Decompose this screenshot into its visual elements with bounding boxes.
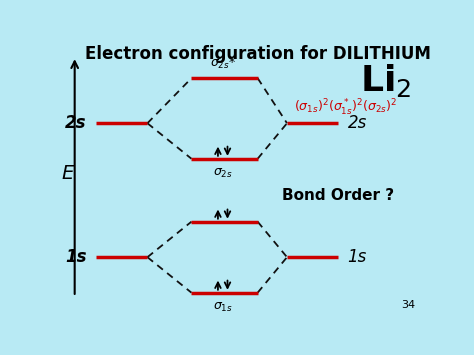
Text: $(\sigma_{1s})^2(\sigma_{1s}^*)^2(\sigma_{2s})^2$: $(\sigma_{1s})^2(\sigma_{1s}^*)^2(\sigma… bbox=[294, 98, 398, 118]
Text: 2s: 2s bbox=[65, 114, 87, 132]
Text: $\sigma_{2s}$*: $\sigma_{2s}$* bbox=[210, 56, 236, 71]
Text: $\sigma_{1s}$: $\sigma_{1s}$ bbox=[213, 301, 233, 314]
Text: $E$: $E$ bbox=[61, 164, 75, 183]
Text: $\sigma_{2s}$: $\sigma_{2s}$ bbox=[213, 167, 233, 180]
Text: Li$_2$: Li$_2$ bbox=[360, 62, 412, 99]
Text: 1s: 1s bbox=[65, 248, 87, 266]
Text: 1s: 1s bbox=[347, 248, 367, 266]
Text: Electron configuration for DILITHIUM: Electron configuration for DILITHIUM bbox=[85, 45, 431, 63]
Text: 2s: 2s bbox=[347, 114, 367, 132]
Text: 34: 34 bbox=[401, 300, 416, 311]
Text: Bond Order ?: Bond Order ? bbox=[283, 188, 394, 203]
